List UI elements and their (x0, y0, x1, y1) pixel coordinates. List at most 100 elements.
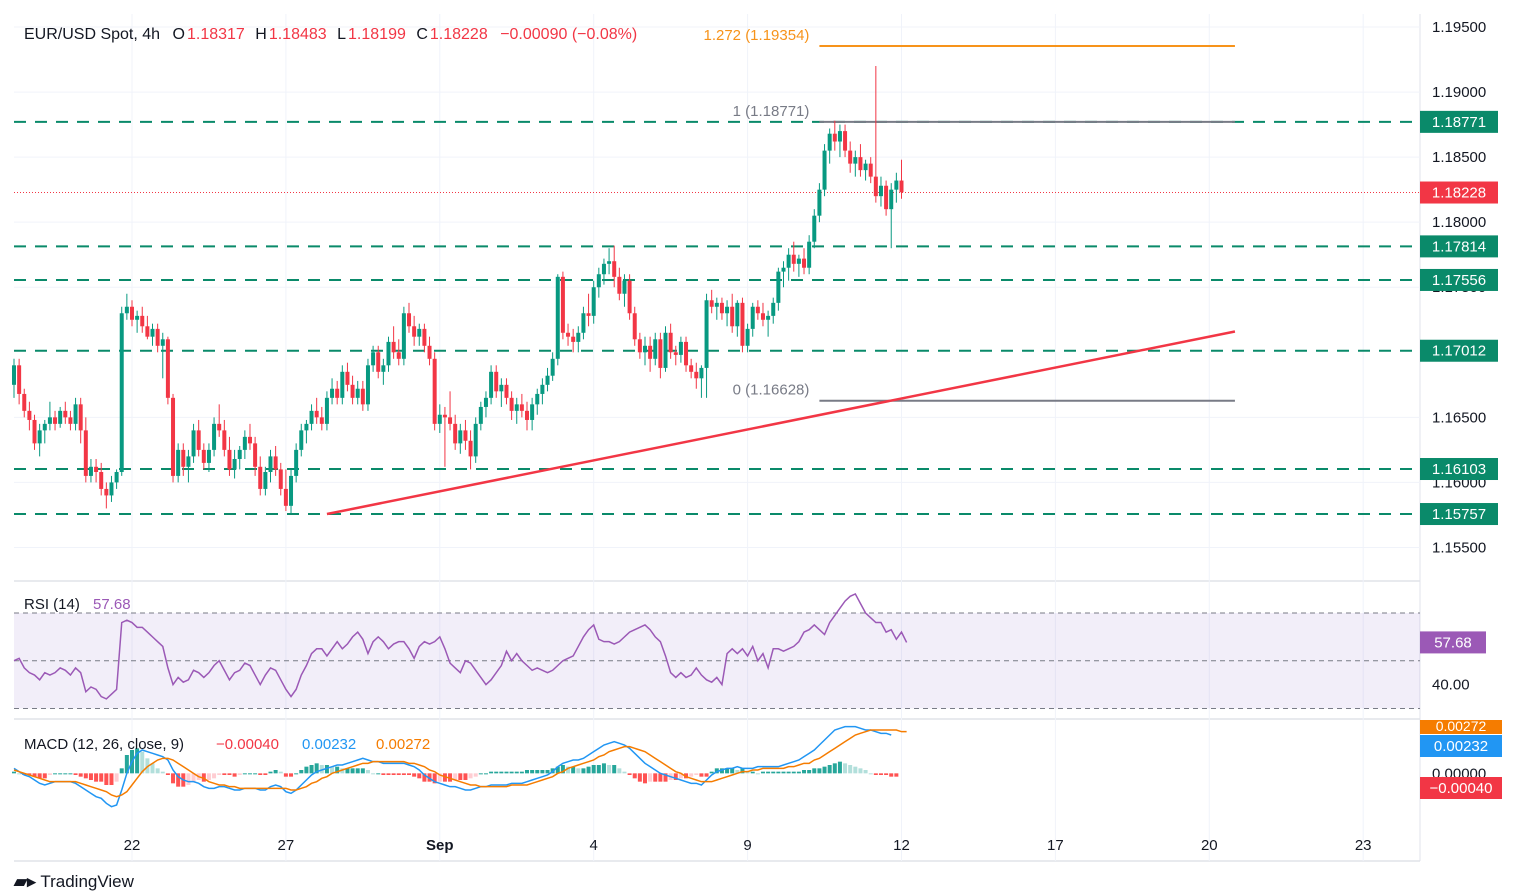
candle-body (468, 440, 473, 457)
macd-histogram-bar (689, 773, 694, 777)
candle-body (878, 185, 883, 197)
time-tick-label: 17 (1047, 837, 1064, 854)
candle-body (519, 404, 524, 411)
candle-body (191, 430, 196, 457)
candle-body (648, 345, 653, 359)
candle-body (612, 261, 617, 277)
macd-histogram-bar (796, 771, 801, 774)
candle-body (863, 163, 868, 171)
candle-body (550, 358, 555, 376)
candle-body (253, 443, 258, 467)
macd-histogram-bar (17, 773, 22, 775)
candle-body (478, 406, 483, 424)
candle-body (884, 185, 889, 210)
macd-histogram-bar (566, 766, 571, 774)
macd-histogram-bar (894, 773, 899, 777)
candle-body (791, 254, 796, 264)
candle-body (263, 472, 268, 489)
macd-line (13, 725, 892, 808)
candle-body (458, 430, 463, 444)
macd-histogram-bar (283, 773, 288, 777)
candle-body (827, 133, 832, 151)
macd-histogram-bar (376, 773, 381, 775)
candle-body (237, 449, 242, 459)
macd-histogram-bar (365, 770, 370, 774)
macd-signal-value: 0.00272 (376, 736, 430, 753)
macd-histogram-bar (817, 768, 822, 774)
candle-body (227, 449, 232, 470)
candle-body (766, 315, 771, 320)
macd-histogram-bar (494, 771, 499, 774)
candle-body (837, 131, 842, 142)
price-tick-label: 1.15500 (1432, 539, 1486, 556)
ascending-trendline (326, 330, 1236, 516)
macd-histogram-bar (437, 773, 442, 782)
candle-body (632, 313, 637, 340)
macd-histogram-bar (473, 773, 478, 777)
macd-signal-tag (1420, 720, 1502, 734)
candle-body (401, 313, 406, 359)
macd-histogram-bar (396, 773, 401, 775)
macd-histogram-bar (786, 771, 791, 774)
macd-histogram-bar (468, 773, 473, 779)
macd-histogram-bar (530, 770, 535, 774)
macd-histogram-bar (422, 773, 427, 782)
macd-histogram-bar (873, 773, 878, 775)
open-label: O (172, 26, 185, 43)
macd-histogram-bar (165, 773, 170, 775)
candle-body (335, 388, 340, 398)
macd-histogram-bar (78, 773, 83, 777)
candle-body (601, 263, 606, 275)
time-tick-label: 12 (893, 837, 910, 854)
time-tick-label: 4 (590, 837, 598, 854)
candle-body (719, 302, 724, 314)
candle-body (324, 397, 329, 424)
time-tick-label: 20 (1201, 837, 1218, 854)
candle-body (442, 414, 447, 418)
macd-histogram-bar (889, 773, 894, 777)
macd-histogram-bar (596, 765, 601, 774)
macd-histogram-bar (345, 768, 350, 774)
macd-histogram-bar (601, 763, 606, 774)
candle-body (566, 332, 571, 337)
candle-body (437, 414, 442, 424)
candle-body (83, 430, 88, 476)
candle-body (294, 449, 299, 476)
tradingview-logo: ▰▸ TradingView (14, 872, 134, 892)
macd-histogram-bar (88, 773, 93, 780)
macd-histogram-bar (155, 768, 160, 774)
last-price-label: 1.18228 (1432, 185, 1486, 202)
candle-body (596, 274, 601, 288)
candle-body (807, 241, 812, 268)
rsi-tick-label: 40.00 (1432, 677, 1470, 694)
candle-body (78, 404, 83, 431)
candle-body (776, 271, 781, 303)
macd-histogram-bar (576, 768, 581, 774)
macd-histogram-bar (617, 768, 622, 774)
macd-histogram-bar (217, 773, 222, 775)
macd-histogram-bar (42, 773, 47, 779)
macd-histogram-bar (750, 771, 755, 774)
macd-histogram-bar (560, 765, 565, 774)
candle-body (873, 176, 878, 197)
macd-histogram-bar (843, 763, 848, 774)
candle-body (186, 456, 191, 467)
macd-histogram-bar (591, 765, 596, 774)
low-label: L (337, 26, 347, 43)
candle-body (268, 456, 273, 473)
candle-body (812, 215, 817, 242)
macd-histogram-bar (699, 773, 704, 777)
candle-body (509, 397, 514, 411)
macd-histogram-bar (191, 773, 196, 782)
candle-body (699, 367, 704, 379)
candle-body (540, 384, 545, 394)
macd-histogram-bar (53, 773, 58, 775)
macd-histogram-bar (386, 773, 391, 775)
candle-body (201, 449, 206, 463)
candle-body (760, 313, 765, 320)
candle-body (473, 423, 478, 457)
low-value: 1.18199 (348, 26, 406, 43)
candle-body (165, 339, 170, 398)
candle-body (150, 328, 155, 337)
level-price-tag (1420, 235, 1498, 258)
